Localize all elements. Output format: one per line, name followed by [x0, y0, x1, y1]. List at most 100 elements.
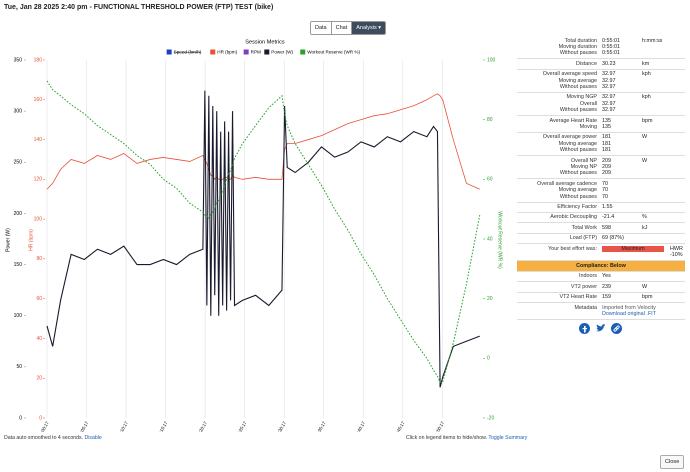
row-value: 70	[602, 193, 608, 200]
facebook-icon[interactable]	[579, 323, 590, 334]
summary-row: Overall average cadence Moving average Wit…	[517, 179, 685, 203]
row-labels: Overall average speed Moving average Witho…	[517, 71, 597, 90]
row-unit: %	[640, 214, 685, 220]
row-unit: kph	[640, 71, 685, 90]
row-values: 239	[597, 284, 640, 290]
y-tick-label: 300	[14, 108, 23, 114]
row-labels: Total Work	[517, 225, 597, 231]
row-label: Moving average	[558, 77, 597, 84]
summary-row: Indoors Yes	[517, 272, 685, 283]
series-line	[46, 93, 480, 190]
download-link[interactable]: Download original .FIT	[602, 311, 656, 318]
unit-label: kJ	[642, 224, 648, 231]
row-values: 181 181 181	[597, 134, 640, 153]
row-values: 598	[597, 225, 640, 231]
tab[interactable]: Data	[311, 22, 332, 34]
x-tick-label: 0:15:17	[157, 420, 169, 432]
legend-item[interactable]: Workout Reserve (WR %)	[300, 49, 360, 55]
chart-title: Session Metrics	[245, 39, 285, 45]
toggle-summary-link[interactable]: Toggle Summary	[488, 435, 528, 441]
row-value: 181	[602, 134, 611, 141]
tab[interactable]: Analysis	[352, 22, 386, 34]
legend-item[interactable]: Power (W)	[264, 49, 293, 55]
row-label: Overall average power	[542, 134, 597, 141]
summary-panel: Total duration Moving duration Without pau…	[517, 36, 685, 334]
row-labels: Total duration Moving duration Without pau…	[517, 38, 597, 57]
unit-label: %	[642, 214, 647, 221]
row-value: Yes	[602, 273, 611, 280]
x-tick-label: 0:45:17	[394, 420, 406, 432]
footer-right: Click on legend items to hide/show. Togg…	[406, 435, 527, 441]
y3-axis-label: Workout Reserve (WR %)	[497, 211, 503, 269]
row-values: 0:55:01 0:55:01 0:55:01	[597, 38, 640, 57]
y2-tick-label: 100	[34, 216, 43, 222]
summary-row: Total duration Moving duration Without pau…	[517, 36, 685, 60]
row-value: 32.97	[602, 71, 616, 78]
row-label: Metadata	[574, 304, 597, 311]
legend-label: HR (bpm)	[217, 50, 237, 55]
row-value: 181	[602, 140, 611, 147]
link-icon[interactable]	[611, 323, 622, 334]
legend-item[interactable]: RPM	[243, 49, 261, 55]
chart: Session Metrics Power (W) HR (bpm) Worko…	[5, 39, 503, 432]
row-value: 209	[602, 164, 611, 170]
row-label: Aerobic Decoupling	[550, 214, 597, 221]
twitter-icon[interactable]	[595, 323, 606, 334]
row-value: 30.23	[602, 60, 616, 67]
row-labels: Aerobic Decoupling	[517, 214, 597, 220]
row-unit: HWR -10%	[668, 246, 685, 259]
legend-swatch	[264, 49, 270, 55]
row-label: Without pauses	[559, 170, 597, 177]
unit-label: HWR -10%	[670, 245, 683, 259]
legend-item[interactable]: HR (bpm)	[210, 49, 238, 55]
row-value: 32.97	[602, 100, 616, 107]
x-tick-label: 0:35:17	[315, 420, 327, 432]
row-label: VT2 Heart Rate	[559, 294, 597, 301]
disable-link[interactable]: Disable	[84, 435, 102, 441]
row-value: 209	[602, 170, 611, 177]
legend-label: Speed (km/h)	[174, 50, 202, 55]
row-label: Moving NP	[570, 164, 597, 170]
series-line	[46, 90, 480, 388]
y-tick-label: 250	[14, 160, 23, 166]
row-labels: Efficiency Factor	[517, 204, 597, 210]
x-tick-label: 0:05:17	[78, 420, 90, 432]
row-label: Distance	[576, 60, 597, 67]
footer-left: Data auto smoothed to 4 seconds. Disable	[4, 435, 102, 441]
x-tick-label: 0:20:17	[196, 420, 208, 432]
row-label: Total duration	[564, 37, 597, 44]
row-labels: Average Heart Rate Moving	[517, 118, 597, 131]
row-value: 159	[602, 294, 611, 301]
x-tick-label: 0:25:17	[236, 420, 248, 432]
y-tick-label: 100	[14, 313, 23, 319]
metadata: Imported from Velocity Download original …	[597, 305, 656, 318]
x-tick-label: 0:10:17	[117, 420, 129, 432]
unit-label: W	[642, 157, 648, 164]
footer-note: Data auto smoothed to 4 seconds.	[4, 435, 84, 441]
row-labels: VT2 Heart Rate	[517, 294, 597, 300]
y2-tick-label: 40	[36, 336, 42, 342]
row-values: 32.97 32.97 32.97	[597, 94, 640, 113]
y3-tick-label: 60	[487, 177, 493, 183]
row-value: 32.97	[602, 94, 616, 101]
summary-row: Your best effort was: Maximum HWR -10%	[517, 244, 685, 261]
row-label: Indoors	[579, 273, 597, 280]
row-values: 135 135	[597, 118, 640, 131]
x-tick-label: 0:30:17	[275, 420, 287, 432]
summary-row: Load (FTP) 69 (87%)	[517, 234, 685, 245]
legend-label: Power (W)	[271, 50, 293, 55]
row-unit	[640, 273, 685, 279]
row-values: 209 209 209	[597, 158, 640, 177]
row-value: 70	[602, 180, 608, 187]
row-unit: W	[640, 284, 685, 290]
y-tick-label: 0	[19, 415, 22, 421]
row-labels: Your best effort was:	[517, 246, 597, 259]
close-button[interactable]: Close	[660, 455, 685, 469]
row-value: 181	[602, 147, 611, 154]
x-tick-label: 0:40:17	[354, 420, 366, 432]
summary-row: VT2 power 239 W	[517, 282, 685, 293]
row-values: 70 70 70	[597, 181, 640, 200]
x-tick-label: 0:00:17	[38, 420, 50, 432]
row-value: 1.55	[602, 204, 613, 211]
legend-item[interactable]: Speed (km/h)	[166, 49, 202, 55]
